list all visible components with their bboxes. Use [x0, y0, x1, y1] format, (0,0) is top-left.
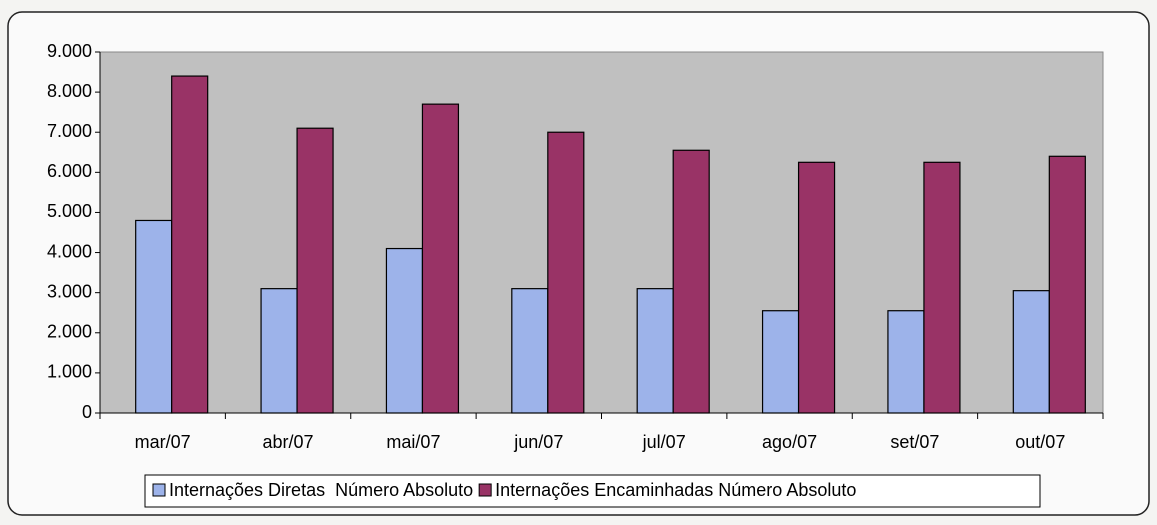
y-tick-label: 2.000 [47, 322, 92, 342]
legend-swatch [478, 483, 492, 497]
bar [636, 288, 674, 414]
x-tick-label: out/07 [1015, 432, 1065, 452]
bar [761, 310, 800, 414]
legend-box [144, 474, 1041, 508]
x-tick-label: set/07 [890, 432, 939, 452]
x-tick-label: jun/07 [513, 432, 563, 452]
x-tick-label: mar/07 [135, 432, 191, 452]
bar [296, 127, 334, 414]
y-tick-label: 7.000 [47, 121, 92, 141]
bar [1048, 155, 1086, 414]
legend-label: Internações Encaminhadas Número Absoluto [495, 480, 856, 500]
y-tick-label: 9.000 [47, 41, 92, 61]
x-tick-label: abr/07 [263, 432, 314, 452]
y-tick-label: 8.000 [47, 81, 92, 101]
bar [547, 131, 585, 414]
y-tick-label: 5.000 [47, 201, 92, 221]
y-tick-label: 6.000 [47, 161, 92, 181]
bar [171, 75, 209, 414]
bar [923, 161, 961, 414]
bar [672, 149, 710, 414]
bar [797, 161, 836, 414]
y-tick-label: 1.000 [47, 362, 92, 382]
bar [260, 288, 298, 414]
x-tick-label: mai/07 [386, 432, 440, 452]
y-tick-label: 4.000 [47, 241, 92, 261]
bar [135, 219, 173, 414]
x-tick-label: jul/07 [642, 432, 686, 452]
legend-label: Internações Diretas Número Absoluto [169, 480, 473, 500]
bar [511, 288, 549, 414]
x-tick-label: ago/07 [762, 432, 817, 452]
y-tick-label: 3.000 [47, 281, 92, 301]
bar [385, 247, 424, 414]
legend-swatch [152, 483, 166, 497]
bar [887, 310, 925, 414]
bar [1012, 290, 1050, 414]
y-tick-label: 0 [82, 402, 92, 422]
bar [421, 103, 460, 414]
